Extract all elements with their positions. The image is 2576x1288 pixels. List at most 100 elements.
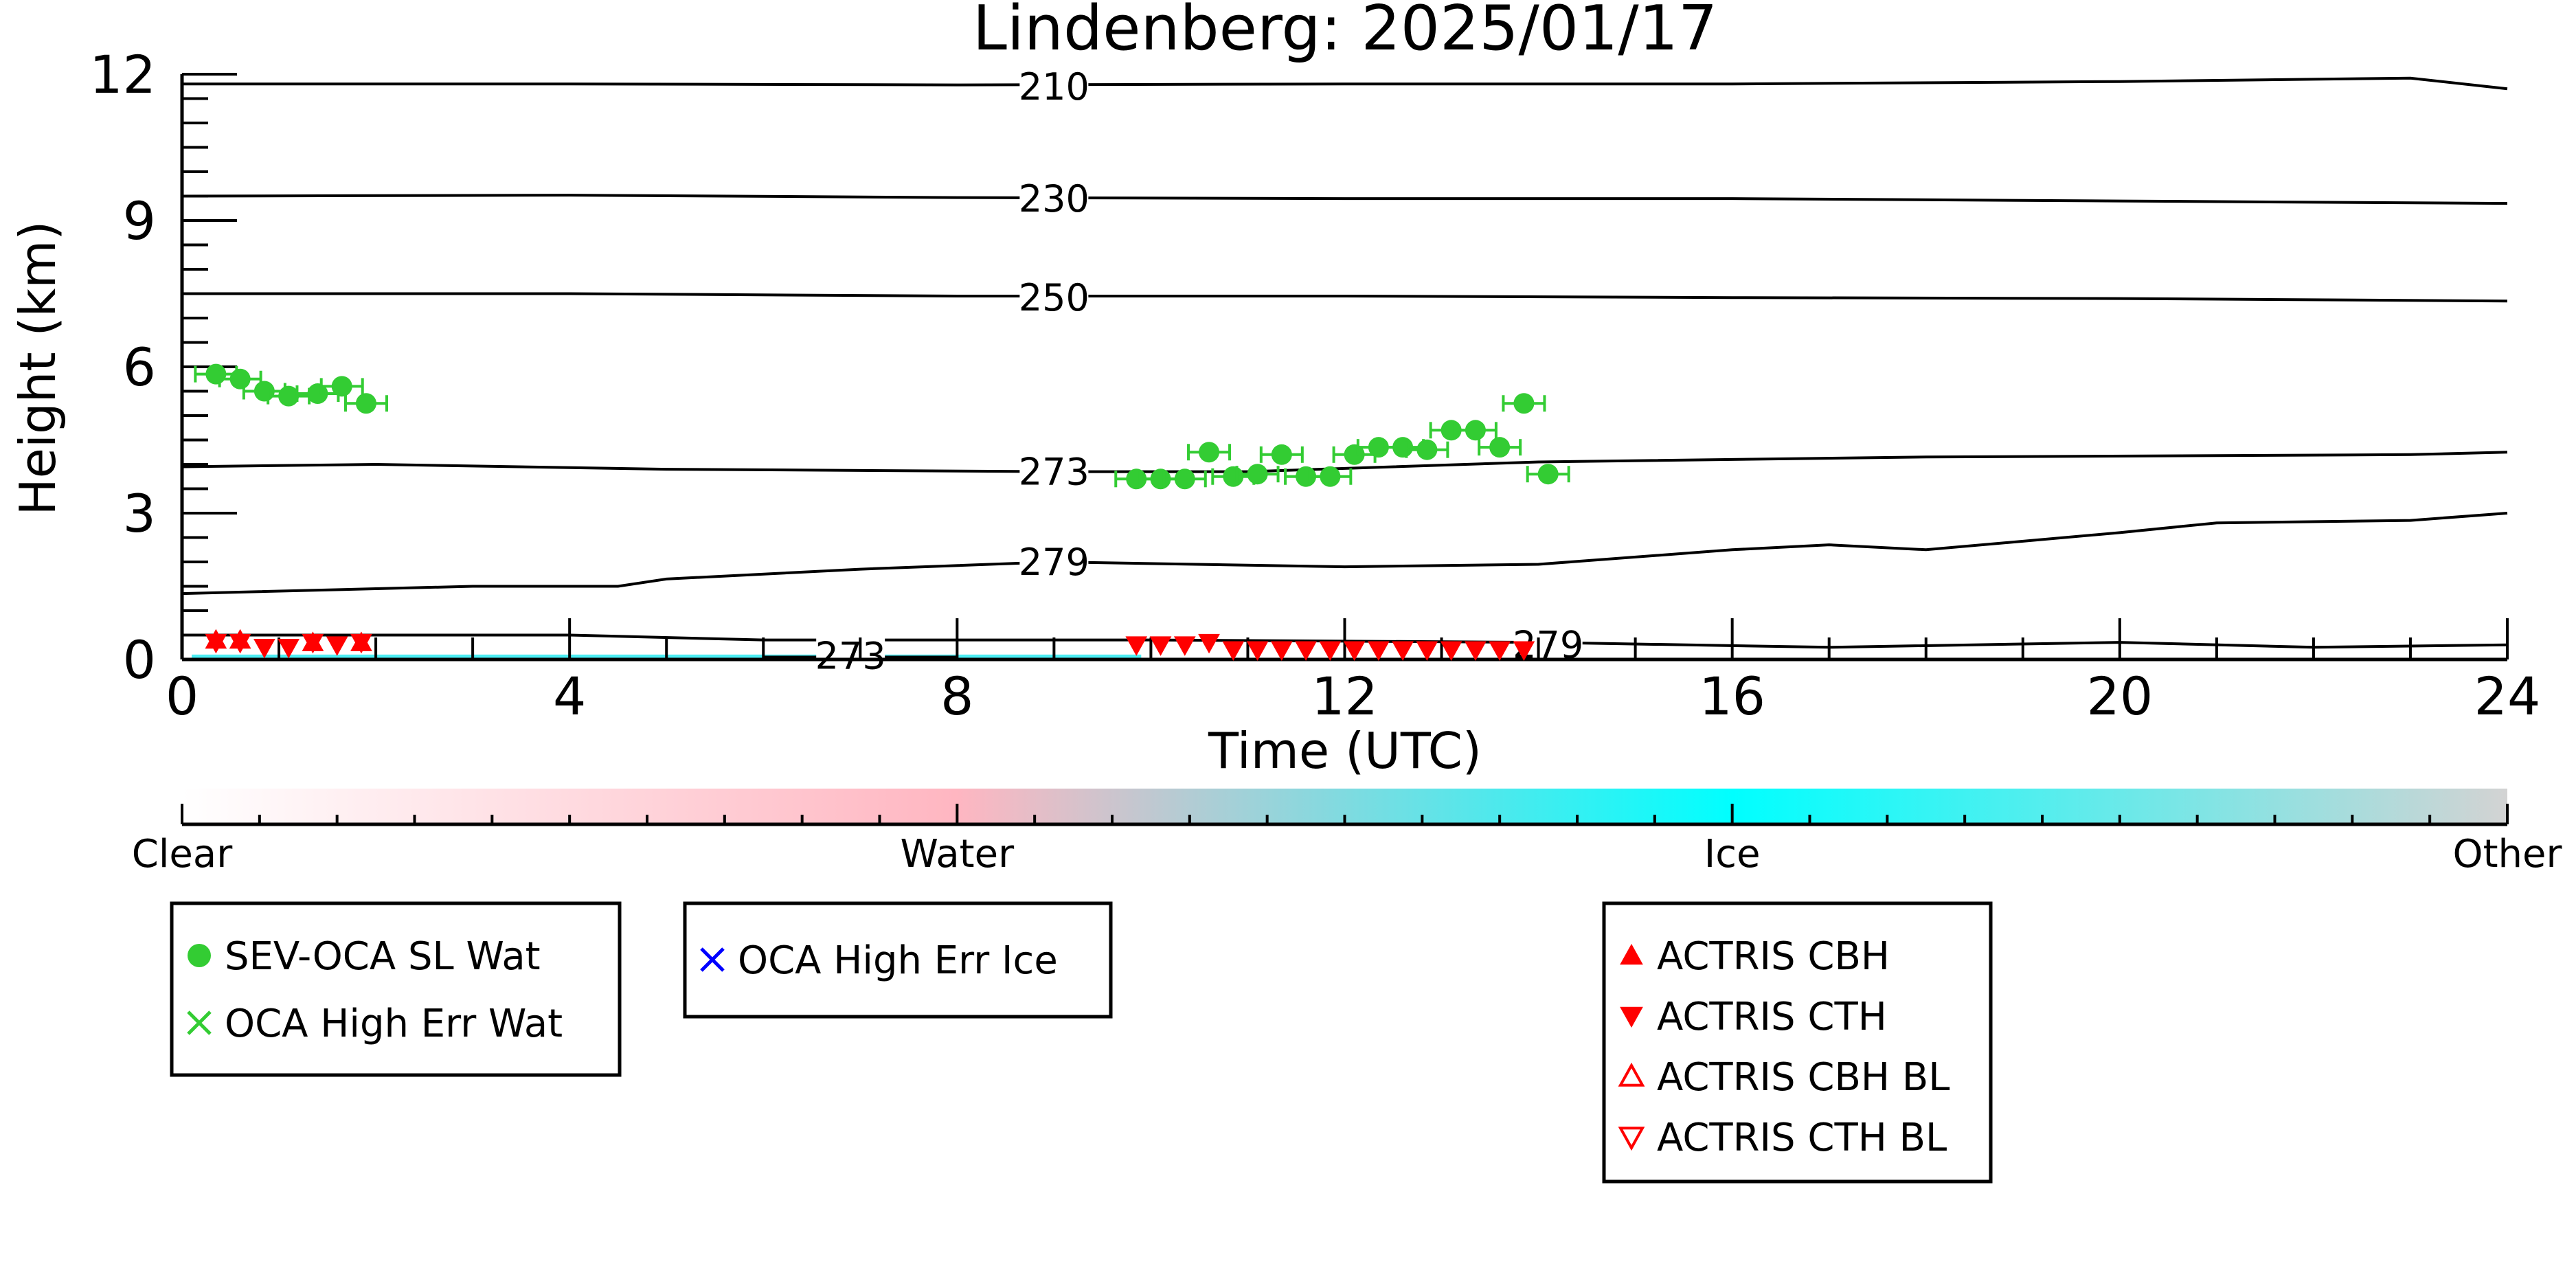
data-point-actris-cth (1440, 641, 1462, 662)
legend-marker (700, 947, 725, 972)
data-point-actris-cth (1392, 641, 1414, 662)
legend-box (683, 901, 1113, 1019)
data-point-sev-oca-wat (1320, 466, 1341, 487)
legend-marker (1620, 1006, 1643, 1028)
data-point-sev-oca-wat (229, 368, 251, 389)
contour-label: 273 (815, 634, 886, 677)
data-point-sev-oca-wat (205, 363, 227, 385)
data-point-actris-cth (278, 638, 300, 659)
data-point-actris-cbh (302, 631, 324, 651)
x-tick-label: 12 (1311, 666, 1378, 727)
data-point-actris-cth (1222, 641, 1245, 662)
temperature-contour (182, 292, 2508, 303)
data-point-sev-oca-wat (1150, 468, 1171, 490)
data-point-actris-cth (1465, 641, 1487, 662)
data-point-actris-cth (1270, 641, 1293, 662)
legend-label: OCA High Err Ice (738, 938, 1058, 983)
legend-marker (1620, 943, 1643, 965)
legend-box (170, 901, 622, 1077)
data-point-sev-oca-wat (331, 376, 352, 397)
data-point-actris-cth (1368, 641, 1390, 662)
data-point-sev-oca-wat (1513, 393, 1535, 414)
colorbar-label: Clear (132, 832, 233, 877)
contour-label-bg (1019, 452, 1089, 491)
data-point-sev-oca-wat (1126, 468, 1147, 490)
data-point-actris-cth (1319, 641, 1342, 662)
data-point-actris-cth (1513, 641, 1535, 662)
x-tick-label: 8 (940, 666, 973, 727)
data-point-sev-oca-wat (1199, 442, 1220, 463)
legend-label: OCA High Err Wat (225, 1002, 563, 1046)
contour-label-bg (1019, 67, 1089, 106)
legend-marker (187, 1010, 212, 1035)
contour-label: 210 (1019, 65, 1089, 109)
x-tick-label: 4 (553, 666, 586, 727)
legend-marker (1618, 1062, 1645, 1087)
legend-label: ACTRIS CTH BL (1657, 1116, 1947, 1160)
colorbar-label: Water (901, 832, 1015, 877)
data-point-sev-oca-wat (1344, 444, 1365, 465)
data-point-actris-cth (1343, 641, 1366, 662)
contour-label: 230 (1019, 177, 1089, 221)
y-tick-label: 3 (123, 483, 156, 544)
x-tick-label: 20 (2086, 666, 2153, 727)
data-point-actris-cth (1246, 641, 1269, 662)
data-point-sev-oca-wat (1223, 466, 1244, 487)
temperature-contour (182, 76, 2508, 91)
data-point-sev-oca-wat (1440, 420, 1462, 441)
data-point-actris-cbh (350, 631, 372, 651)
y-tick-label: 6 (123, 337, 156, 398)
cloud-phase-colorbar: Clear Water Ice Other (132, 789, 2562, 877)
contour-label-bg (1019, 278, 1089, 317)
data-point-actris-cth (1295, 641, 1317, 662)
legend-marker (1618, 1127, 1645, 1151)
x-tick-label: 0 (166, 666, 199, 727)
data-point-sev-oca-wat (253, 381, 275, 402)
data-point-sev-oca-wat (1489, 437, 1511, 458)
data-point-sev-oca-wat (1465, 420, 1486, 441)
data-point-sev-oca-wat (355, 393, 376, 414)
y-tick-label: 0 (123, 629, 156, 690)
y-tick-label: 12 (89, 44, 156, 105)
legend-label: ACTRIS CTH (1657, 995, 1887, 1039)
legend-label: ACTRIS CBH BL (1657, 1055, 1950, 1100)
data-point-sev-oca-wat (1247, 464, 1268, 485)
data-point-actris-cth (1489, 641, 1511, 662)
contour-label: 273 (1019, 451, 1089, 494)
contour-label-bg (816, 636, 885, 675)
temperature-contour (181, 512, 2508, 596)
data-point-actris-cth (1416, 641, 1438, 662)
x-axis-label: Time (UTC) (1208, 722, 1482, 780)
contour-label: 250 (1019, 276, 1089, 319)
legend-label: ACTRIS CBH (1657, 934, 1890, 979)
x-tick-label: 24 (2474, 666, 2541, 727)
chart-title: Lindenberg: 2025/01/17 (973, 0, 1717, 65)
data-point-sev-oca-wat (1416, 439, 1438, 460)
data-point-sev-oca-wat (1174, 468, 1195, 490)
data-point-sev-oca-wat (1271, 444, 1292, 465)
data-point-sev-oca-wat (1392, 437, 1414, 458)
y-tick-label: 9 (123, 190, 156, 251)
data-point-actris-cth (1173, 636, 1196, 656)
legends: SEV-OCA SL Wat OCA High Err Wat OCA High E… (170, 901, 1993, 1184)
y-axis-label: Height (km) (9, 221, 67, 516)
data-point-sev-oca-wat (278, 385, 300, 407)
legend-marker (188, 944, 211, 967)
legend-box (1602, 901, 1993, 1184)
data-point-actris-cbh (229, 629, 251, 649)
data-point-actris-cth (1125, 636, 1148, 656)
legend-label: SEV-OCA SL Wat (225, 934, 541, 979)
data-point-actris-cbh (205, 629, 227, 649)
x-tick-label: 16 (1699, 666, 1765, 727)
contour-label-bg (1019, 543, 1089, 581)
data-point-sev-oca-wat (307, 383, 328, 405)
data-point-actris-cth (1149, 636, 1172, 656)
data-point-sev-oca-wat (1296, 466, 1317, 487)
data-point-actris-cth (326, 636, 348, 656)
data-point-sev-oca-wat (1368, 437, 1389, 458)
data-point-actris-cth (253, 638, 275, 659)
temperature-contour (181, 194, 2508, 205)
data-point-sev-oca-wat (1537, 464, 1559, 485)
